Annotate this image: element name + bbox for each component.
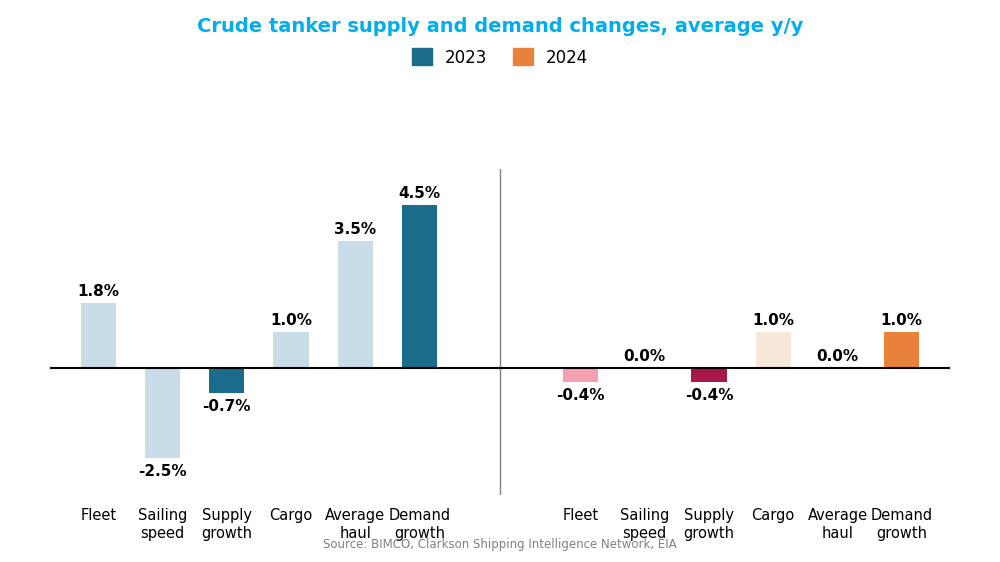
Text: 0.0%: 0.0% [624,349,666,364]
Bar [563,368,598,382]
Text: 3.5%: 3.5% [334,223,376,237]
Bar [884,332,919,368]
Text: Crude tanker supply and demand changes, average y/y: Crude tanker supply and demand changes, … [197,17,803,36]
Text: -0.7%: -0.7% [203,398,251,414]
Bar [691,368,727,382]
Text: 1.0%: 1.0% [881,313,923,328]
Text: 1.8%: 1.8% [77,284,119,299]
Bar [81,302,116,368]
Text: Source: BIMCO, Clarkson Shipping Intelligence Network, EIA: Source: BIMCO, Clarkson Shipping Intelli… [323,538,677,551]
Bar [209,368,244,393]
Legend: 2023, 2024: 2023, 2024 [404,40,596,75]
Text: 0.0%: 0.0% [816,349,859,364]
Bar [338,241,373,368]
Bar [273,332,309,368]
Text: 1.0%: 1.0% [270,313,312,328]
Text: -2.5%: -2.5% [138,464,187,479]
Bar [402,205,437,368]
Text: -0.4%: -0.4% [685,388,733,403]
Text: -0.4%: -0.4% [556,388,605,403]
Bar [756,332,791,368]
Bar [145,368,180,459]
Text: 4.5%: 4.5% [399,186,441,201]
Text: 1.0%: 1.0% [752,313,794,328]
